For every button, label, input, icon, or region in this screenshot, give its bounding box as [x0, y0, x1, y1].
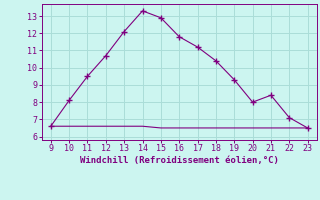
X-axis label: Windchill (Refroidissement éolien,°C): Windchill (Refroidissement éolien,°C) — [80, 156, 279, 165]
